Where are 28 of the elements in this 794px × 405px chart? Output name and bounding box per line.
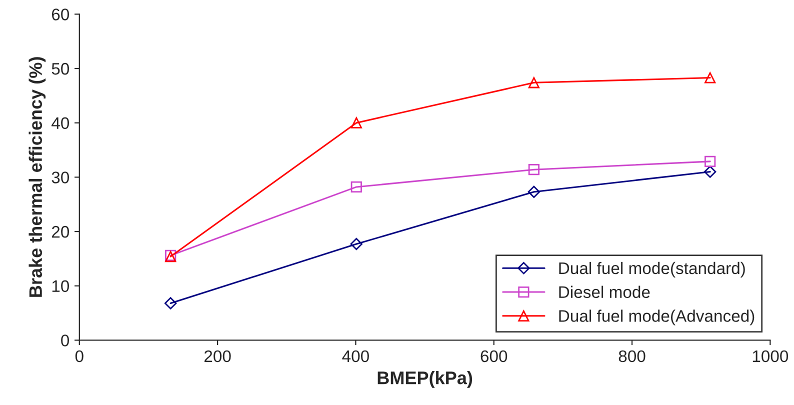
x-axis-title: BMEP(kPa): [378, 371, 472, 388]
x-tick-label: 1000: [752, 350, 788, 362]
point: [528, 77, 540, 88]
x-tick-label: 200: [204, 350, 231, 362]
legend-label: Dual fuel mode(Advanced): [559, 310, 754, 326]
point: [704, 72, 716, 84]
x-tick-label: 400: [342, 350, 369, 362]
y-tick-label: 10: [52, 280, 70, 292]
y-tick-label: 30: [52, 172, 70, 184]
x-tick-label: 800: [618, 350, 646, 362]
legend-label: Diesel mode: [559, 286, 650, 298]
y-tick-label: 20: [52, 226, 70, 238]
point: [350, 181, 362, 193]
legend-label: Dual fuel mode(standard): [559, 262, 745, 278]
y-tick-label: 0: [61, 334, 70, 346]
point: [704, 156, 716, 167]
point: [528, 164, 540, 176]
point: [164, 297, 177, 310]
y-tick-label: 60: [52, 8, 70, 20]
point: [528, 186, 540, 198]
x-tick-label: 0: [75, 350, 84, 362]
point: [350, 238, 362, 250]
y-tick-label: 50: [52, 62, 70, 75]
point: [704, 166, 716, 178]
y-axis-title: Brake thermal efficiency (%): [28, 57, 46, 297]
x-tick-label: 600: [480, 350, 508, 362]
point: [350, 117, 362, 128]
y-tick-label: 40: [52, 117, 70, 130]
